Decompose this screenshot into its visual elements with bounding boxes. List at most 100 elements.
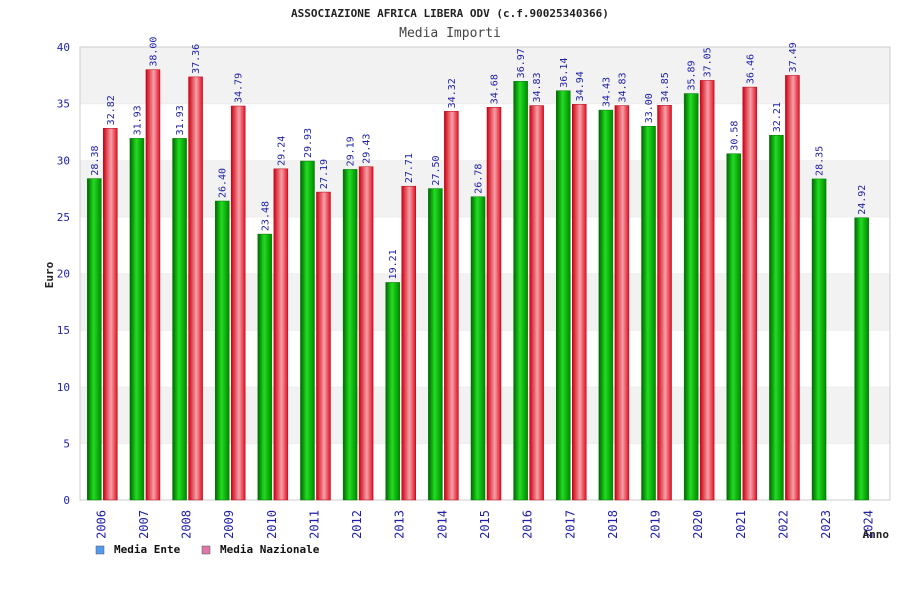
bar-value-label: 35.89 bbox=[687, 60, 698, 90]
bar-media-nazionale bbox=[486, 106, 502, 501]
bar-media-nazionale bbox=[699, 80, 715, 501]
bar-value-label: 34.85 bbox=[660, 72, 671, 102]
bar-value-label: 34.94 bbox=[575, 71, 586, 101]
bar-value-label: 26.40 bbox=[218, 168, 229, 198]
bar-value-label: 28.38 bbox=[90, 145, 101, 175]
x-tick-label: 2011 bbox=[307, 510, 321, 539]
bar-value-label: 34.68 bbox=[490, 74, 501, 104]
bar-media-nazionale bbox=[785, 75, 800, 501]
bar-value-label: 32.21 bbox=[772, 102, 783, 132]
bar-media-nazionale bbox=[188, 76, 203, 501]
bar-media-nazionale bbox=[273, 168, 289, 501]
bar-value-label: 36.14 bbox=[559, 58, 570, 88]
y-tick-label: 0 bbox=[63, 494, 70, 507]
bar-media-nazionale bbox=[145, 69, 161, 501]
bar-media-ente bbox=[214, 200, 230, 501]
bar-value-label: 27.19 bbox=[319, 159, 330, 189]
bar-media-ente bbox=[513, 81, 528, 501]
bar-media-nazionale bbox=[358, 166, 374, 501]
x-tick-label: 2006 bbox=[94, 510, 108, 539]
bar-value-label: 28.35 bbox=[815, 146, 826, 176]
bar-value-label: 19.21 bbox=[388, 249, 399, 279]
bar-media-ente bbox=[87, 178, 102, 501]
bar-media-nazionale bbox=[529, 105, 544, 501]
bar-value-label: 34.83 bbox=[617, 72, 628, 102]
x-tick-label: 2017 bbox=[563, 510, 577, 539]
bar-media-nazionale bbox=[103, 128, 118, 501]
bar-media-nazionale bbox=[657, 105, 672, 501]
x-tick-label: 2019 bbox=[649, 510, 663, 539]
x-tick-label: 2020 bbox=[691, 510, 705, 539]
y-tick-label: 30 bbox=[57, 154, 70, 167]
legend-label: Media Nazionale bbox=[220, 543, 320, 556]
bar-value-label: 34.83 bbox=[532, 72, 543, 102]
x-tick-label: 2022 bbox=[776, 510, 790, 539]
bar-value-label: 32.82 bbox=[106, 95, 117, 125]
y-tick-label: 5 bbox=[63, 437, 70, 450]
bar-value-label: 29.24 bbox=[276, 136, 287, 166]
bar-media-ente bbox=[385, 282, 400, 501]
bar-value-label: 26.78 bbox=[474, 164, 485, 194]
bar-value-label: 24.92 bbox=[857, 185, 868, 215]
x-tick-label: 2008 bbox=[180, 510, 194, 539]
bar-value-label: 33.00 bbox=[644, 93, 655, 123]
bar-media-ente bbox=[769, 134, 784, 501]
bar-value-label: 31.93 bbox=[175, 105, 186, 135]
bar-media-ente bbox=[641, 126, 656, 501]
bar-value-label: 27.50 bbox=[431, 155, 442, 185]
legend-label: Media Ente bbox=[114, 543, 181, 556]
bar-media-ente bbox=[854, 217, 869, 501]
x-tick-label: 2015 bbox=[478, 510, 492, 539]
x-axis-ticks: 2006 2007 2008 2009 2010 2011 2012 2013 2014 2015… bbox=[94, 510, 875, 539]
bar-value-label: 37.05 bbox=[703, 47, 714, 77]
x-axis-label: Anno bbox=[863, 528, 890, 541]
bar-value-label: 30.58 bbox=[729, 121, 740, 151]
x-tick-label: 2024 bbox=[862, 510, 876, 539]
bar-media-ente bbox=[470, 196, 486, 501]
bar-value-label: 23.48 bbox=[260, 201, 271, 231]
bar-value-label: 37.49 bbox=[788, 42, 799, 72]
x-tick-label: 2007 bbox=[137, 510, 151, 539]
bar-media-nazionale bbox=[401, 185, 416, 501]
bar-value-label: 29.43 bbox=[362, 134, 373, 164]
bar-media-ente bbox=[683, 93, 699, 501]
y-tick-label: 25 bbox=[57, 211, 70, 224]
bar-value-label: 31.93 bbox=[132, 105, 143, 135]
bar-value-label: 29.93 bbox=[303, 128, 314, 158]
x-tick-label: 2009 bbox=[222, 510, 236, 539]
bar-value-label: 29.19 bbox=[346, 136, 357, 166]
chart-subtitle: Media Importi bbox=[399, 26, 501, 41]
bar-media-ente bbox=[129, 138, 145, 501]
bar-value-label: 34.79 bbox=[234, 73, 245, 103]
chart-title: ASSOCIAZIONE AFRICA LIBERA ODV (c.f.9002… bbox=[291, 7, 609, 20]
bar-value-label: 34.43 bbox=[601, 77, 612, 107]
y-tick-label: 35 bbox=[57, 98, 70, 111]
y-tick-label: 10 bbox=[57, 381, 70, 394]
x-tick-label: 2023 bbox=[819, 510, 833, 539]
y-axis-ticks: 0 5 10 15 20 25 30 35 40 bbox=[57, 41, 70, 507]
legend-swatch bbox=[95, 545, 105, 555]
bar-media-ente bbox=[172, 138, 187, 501]
x-tick-label: 2013 bbox=[393, 510, 407, 539]
bar-media-nazionale bbox=[742, 86, 758, 501]
y-tick-label: 40 bbox=[57, 41, 70, 54]
y-tick-label: 15 bbox=[57, 324, 70, 337]
legend: Media Ente Media Nazionale bbox=[95, 543, 320, 556]
bar-media-ente bbox=[811, 178, 827, 501]
bar-value-label: 36.46 bbox=[745, 54, 756, 84]
x-tick-label: 2016 bbox=[521, 510, 535, 539]
x-tick-label: 2012 bbox=[350, 510, 364, 539]
bars bbox=[87, 69, 869, 501]
x-tick-label: 2014 bbox=[435, 510, 449, 539]
x-tick-label: 2010 bbox=[265, 510, 279, 539]
bar-media-ente bbox=[598, 109, 614, 501]
bar-media-nazionale bbox=[614, 105, 630, 501]
bar-value-label: 37.36 bbox=[191, 44, 202, 74]
bar-media-ente bbox=[726, 153, 742, 501]
x-tick-label: 2018 bbox=[606, 510, 620, 539]
bar-media-nazionale bbox=[444, 111, 459, 501]
bar-media-nazionale bbox=[572, 104, 587, 501]
legend-swatch bbox=[201, 545, 211, 555]
bar-value-label: 27.71 bbox=[404, 153, 415, 183]
